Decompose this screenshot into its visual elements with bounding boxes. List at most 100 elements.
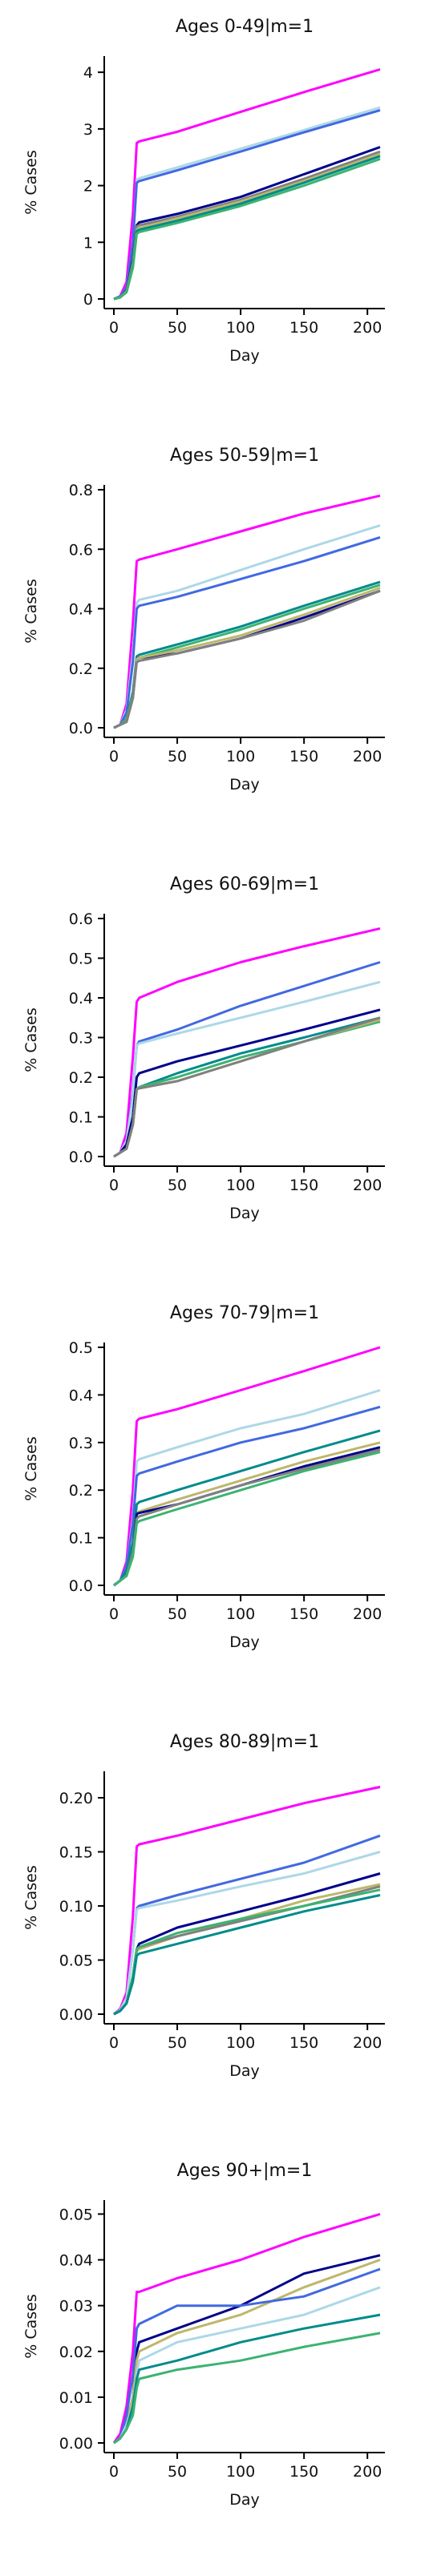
y-tick-label: 0.20 [59,1790,93,1807]
x-tick-label: 50 [168,319,187,337]
x-axis-label: Day [229,347,260,365]
series-line [113,1888,381,2016]
y-tick-label: 0.5 [69,1339,93,1357]
x-tick-label: 200 [353,1605,382,1623]
series-line [113,1441,381,1587]
y-tick-label: 0.5 [69,951,93,968]
y-tick-label: 0.03 [59,2298,93,2316]
y-tick-label: 3 [83,121,93,139]
series-line [113,589,381,729]
chart-title: Ages 80-89|m=1 [170,1732,319,1752]
y-tick-label: 0.3 [69,1435,93,1452]
x-tick-label: 100 [226,2463,255,2481]
y-tick-label: 0.01 [59,2389,93,2407]
y-tick-label: 0.4 [69,601,93,619]
x-tick-label: 150 [289,2034,318,2052]
y-tick-label: 0.4 [69,990,93,1007]
series-line [113,1016,381,1158]
series-line [113,2313,381,2445]
series-line [113,1405,381,1587]
series-line [113,494,381,729]
y-tick-label: 0.2 [69,660,93,678]
x-tick-label: 100 [226,1177,255,1194]
y-tick-label: 1 [83,234,93,252]
chart-svg: Ages 0-49|m=1 0 50 100 150 200 0 1 2 3 4 Day % Cases [22,17,385,365]
series-line [112,2212,381,2444]
series-line [113,589,381,729]
y-tick-label: 0.4 [69,1387,93,1404]
series-line [113,2332,381,2445]
chart-svg: Ages 70-79|m=1 0 50 100 150 200 0.0 0.1 0.2 0.3 0.… [22,1303,385,1651]
y-tick-label: 0.02 [59,2344,93,2361]
y-axis-label: % Cases [22,1007,40,1072]
x-tick-label: 0 [109,1177,119,1194]
x-axis-label: Day [229,2491,260,2509]
y-tick-label: 0.2 [69,1482,93,1500]
x-tick-label: 50 [168,1177,187,1194]
y-tick-label: 0.00 [59,2006,93,2024]
y-tick-label: 0.6 [69,541,93,559]
x-tick-label: 100 [226,2034,255,2052]
x-tick-label: 200 [353,1177,382,1194]
x-axis-label: Day [229,1205,260,1222]
chart-svg: Ages 50-59|m=1 0 50 100 150 200 0.0 0.2 0.4 0.6 0.… [22,446,385,793]
y-tick-label: 0.05 [59,1952,93,1970]
x-tick-label: 0 [109,1605,119,1623]
y-tick-label: 2 [83,178,93,196]
y-axis-label: % Cases [22,1436,40,1501]
chart-title: Ages 90+|m=1 [177,2161,313,2181]
y-tick-label: 4 [83,64,93,82]
x-axis-label: Day [229,776,260,793]
x-tick-label: 200 [353,748,382,765]
x-axis-label: Day [229,2062,260,2080]
x-tick-label: 50 [168,2463,187,2481]
x-tick-label: 0 [109,2034,119,2052]
y-tick-label: 0.8 [69,482,93,499]
chart-title: Ages 60-69|m=1 [170,874,319,894]
x-tick-label: 200 [353,2463,382,2481]
chart-title: Ages 50-59|m=1 [170,446,319,466]
y-tick-label: 0.1 [69,1530,93,1548]
y-axis-label: % Cases [22,150,40,215]
y-tick-label: 0.1 [69,1109,93,1127]
x-tick-label: 200 [353,2034,382,2052]
series-line [113,535,381,729]
series-line [113,1894,381,2016]
chart-panel: Ages 80-89|m=1 0 50 100 150 200 0.00 0.05 0.10 0.… [0,1715,429,2144]
x-tick-label: 150 [289,1605,318,1623]
y-tick-label: 0 [83,291,93,309]
chart-svg: Ages 60-69|m=1 0 50 100 150 200 0.0 0.1 0.2 0.3 0.… [22,874,385,1222]
chart-title: Ages 70-79|m=1 [170,1303,319,1323]
x-tick-label: 50 [168,748,187,765]
x-tick-label: 50 [168,1605,187,1623]
x-tick-label: 150 [289,1177,318,1194]
y-axis-label: % Cases [22,579,40,644]
chart-panel: Ages 0-49|m=1 0 50 100 150 200 0 1 2 3 4 Day % Cases [0,0,429,429]
x-tick-label: 100 [226,1605,255,1623]
y-tick-label: 0.04 [59,2252,93,2270]
x-tick-label: 0 [109,748,119,765]
chart-panel: Ages 60-69|m=1 0 50 100 150 200 0.0 0.1 0.2 0.3 0.… [0,858,429,1286]
y-tick-label: 0.10 [59,1898,93,1916]
y-tick-label: 0.00 [59,2435,93,2453]
x-tick-label: 0 [109,319,119,337]
chart-title: Ages 0-49|m=1 [176,17,314,37]
chart-svg: Ages 90+|m=1 0 50 100 150 200 0.00 0.01 0.02 0.03… [22,2161,385,2509]
y-tick-label: 0.15 [59,1844,93,1862]
x-tick-label: 50 [168,2034,187,2052]
series-line [113,1451,381,1587]
chart-svg: Ages 80-89|m=1 0 50 100 150 200 0.00 0.05 0.10 0.… [22,1732,385,2080]
series-line [113,1020,381,1158]
series-line [113,1008,381,1158]
x-axis-label: Day [229,1633,260,1651]
x-tick-label: 150 [289,748,318,765]
y-tick-label: 0.0 [69,1149,93,1166]
y-tick-label: 0.3 [69,1030,93,1048]
series-line [113,68,381,301]
series-line [113,1346,381,1587]
chart-panel: Ages 50-59|m=1 0 50 100 150 200 0.0 0.2 0.4 0.6 0.… [0,429,429,858]
series-line [113,980,381,1158]
chart-panel: Ages 90+|m=1 0 50 100 150 200 0.00 0.01 0.02 0.03… [0,2144,429,2573]
series-line [113,2286,381,2445]
